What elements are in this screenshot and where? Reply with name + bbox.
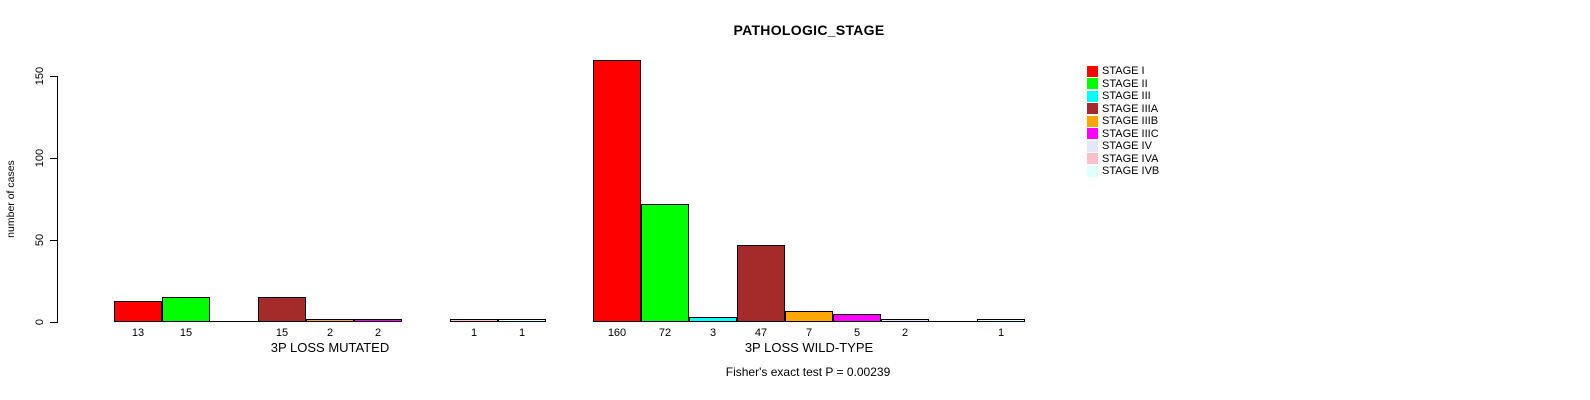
- bar-stage-iii: [689, 317, 737, 322]
- y-axis-tick: [50, 158, 57, 159]
- legend-label: STAGE I: [1102, 65, 1145, 77]
- bar-stage-i: [114, 301, 162, 322]
- bar-value-label: 7: [805, 327, 813, 339]
- y-axis-tick-label: 50: [34, 233, 46, 247]
- zero-bar-line: [929, 321, 977, 322]
- y-axis-title: number of cases: [5, 160, 17, 238]
- legend-swatch: [1087, 103, 1098, 115]
- bar-value-label: 160: [607, 327, 627, 339]
- legend-label: STAGE IVA: [1102, 152, 1159, 165]
- group-label: 3P LOSS MUTATED: [270, 340, 390, 355]
- bar-value-label: 15: [179, 327, 193, 339]
- y-axis-tick: [50, 322, 57, 323]
- legend-swatch: [1087, 153, 1098, 165]
- y-axis-tick: [50, 76, 57, 77]
- bar-value-label: 13: [131, 327, 145, 339]
- bar-value-label: 2: [901, 327, 909, 339]
- bar-value-label: 5: [853, 327, 861, 339]
- legend-swatch: [1087, 128, 1098, 140]
- legend-item: STAGE IV: [1087, 140, 1159, 153]
- bar-value-label: 2: [374, 327, 382, 339]
- bar-stage-iiic: [354, 319, 402, 322]
- bar-value-label: 47: [754, 327, 768, 339]
- legend-item: STAGE IVA: [1087, 153, 1159, 166]
- legend-item: STAGE III: [1087, 90, 1159, 103]
- legend-swatch: [1087, 65, 1098, 77]
- legend: STAGE I STAGE II STAGE III STAGE IIIA STAGE …: [1087, 65, 1159, 178]
- y-axis-tick-label: 0: [34, 318, 46, 326]
- legend-item: STAGE IVB: [1087, 165, 1159, 178]
- bar-stage-ivb: [498, 319, 546, 322]
- legend-label: STAGE IVB: [1102, 165, 1160, 177]
- group-label: 3P LOSS WILD-TYPE: [744, 340, 874, 355]
- bar-value-label: 1: [470, 327, 478, 339]
- bar-stage-iiib: [785, 311, 833, 322]
- bar-stage-iiia: [258, 297, 306, 322]
- legend-swatch: [1087, 165, 1098, 177]
- zero-bar-line: [210, 321, 258, 322]
- bar-value-label: 15: [275, 327, 289, 339]
- legend-label: STAGE II: [1102, 77, 1148, 90]
- bar-value-label: 1: [518, 327, 526, 339]
- legend-item: STAGE I: [1087, 65, 1159, 78]
- bar-stage-ii: [162, 297, 210, 322]
- bar-stage-ii: [641, 204, 689, 322]
- legend-item: STAGE II: [1087, 78, 1159, 91]
- bar-stage-i: [593, 60, 641, 322]
- bar-stage-ivb: [977, 319, 1025, 322]
- fisher-test-annotation: Fisher's exact test P = 0.00239: [725, 365, 891, 379]
- bar-value-label: 72: [658, 327, 672, 339]
- legend-item: STAGE IIIC: [1087, 128, 1159, 141]
- bar-stage-iva: [450, 319, 498, 322]
- legend-item: STAGE IIIA: [1087, 103, 1159, 116]
- y-axis-tick-label: 150: [34, 66, 46, 86]
- legend-label: STAGE III: [1102, 90, 1151, 102]
- legend-swatch: [1087, 115, 1098, 127]
- bar-value-label: 2: [326, 327, 334, 339]
- y-axis-tick-label: 100: [34, 148, 46, 168]
- bar-stage-iiia: [737, 245, 785, 322]
- y-axis-line: [57, 76, 58, 323]
- legend-label: STAGE IIIC: [1102, 127, 1159, 140]
- legend-label: STAGE IV: [1102, 140, 1152, 152]
- bar-stage-iiib: [306, 319, 354, 322]
- legend-item: STAGE IIIB: [1087, 115, 1159, 128]
- legend-swatch: [1087, 140, 1098, 152]
- legend-swatch: [1087, 78, 1098, 90]
- chart-title: PATHOLOGIC_STAGE: [733, 22, 885, 38]
- legend-label: STAGE IIIB: [1102, 115, 1159, 127]
- bar-value-label: 3: [709, 327, 717, 339]
- legend-swatch: [1087, 90, 1098, 102]
- y-axis-tick: [50, 240, 57, 241]
- bar-stage-iiic: [833, 314, 881, 322]
- legend-label: STAGE IIIA: [1102, 102, 1159, 115]
- bar-stage-iv: [881, 319, 929, 322]
- bar-value-label: 1: [997, 327, 1005, 339]
